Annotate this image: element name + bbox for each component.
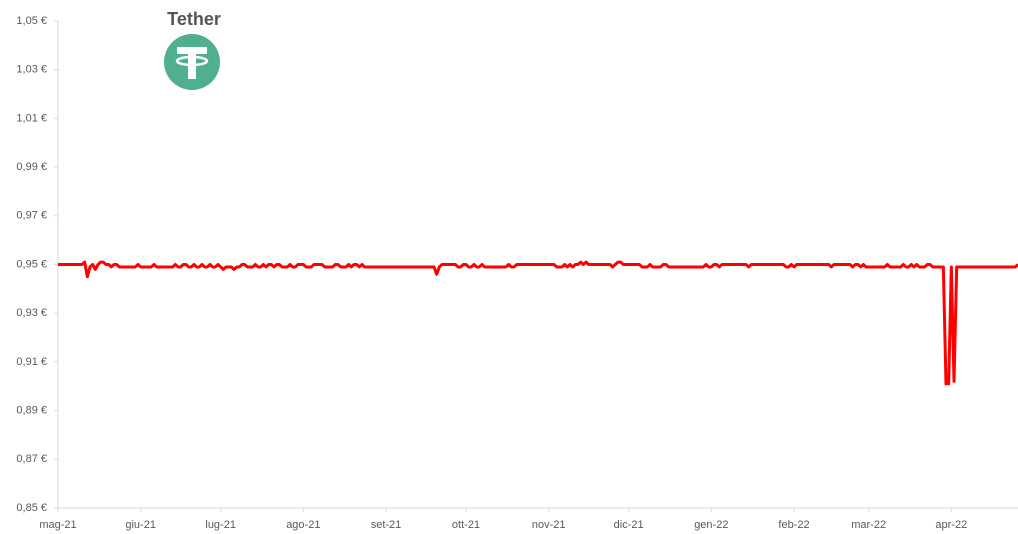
y-tick-label: 1,01 € [16,112,47,124]
x-tick-label: feb-22 [778,519,809,531]
x-tick-label: set-21 [371,519,402,531]
chart-title: Tether [167,9,221,29]
y-tick-label: 0,93 € [16,307,47,319]
tether-logo [164,34,220,90]
y-tick-label: 0,99 € [16,161,47,173]
y-tick-label: 1,03 € [16,64,47,76]
y-tick-label: 0,91 € [16,356,47,368]
x-tick-label: gen-22 [694,519,728,531]
x-tick-label: giu-21 [125,519,156,531]
x-tick-label: apr-22 [935,519,967,531]
y-tick-label: 0,97 € [16,210,47,222]
x-tick-label: nov-21 [532,519,566,531]
x-tick-label: mag-21 [39,519,76,531]
x-tick-label: lug-21 [205,519,236,531]
y-tick-label: 0,89 € [16,405,47,417]
y-tick-label: 0,87 € [16,453,47,465]
x-tick-label: ott-21 [452,519,480,531]
x-tick-label: mar-22 [851,519,886,531]
y-tick-label: 0,95 € [16,258,47,270]
x-tick-label: dic-21 [614,519,644,531]
y-tick-label: 0,85 € [16,502,47,514]
y-tick-label: 1,05 € [16,15,47,27]
x-tick-label: ago-21 [286,519,320,531]
price-line [58,260,1018,386]
